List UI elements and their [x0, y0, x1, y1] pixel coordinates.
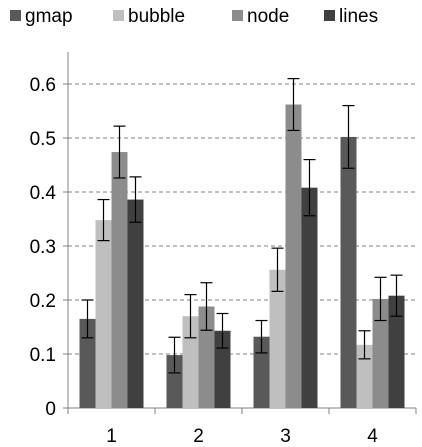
- legend-item-lines: lines: [324, 6, 378, 27]
- bar-bubble-4: [356, 344, 373, 408]
- tick-labels: 0 0.1 0.2 0.3 0.4 0.5 0.6 1 2 3 4: [30, 75, 379, 447]
- error-bar-bubble-1: [97, 198, 110, 242]
- bars: [79, 104, 405, 409]
- legend-swatch: [324, 10, 335, 21]
- error-bar-lines-1: [129, 176, 142, 223]
- legend-label: gmap: [25, 6, 73, 27]
- y-tick-label: 0.5: [30, 129, 56, 150]
- y-tick-label: 0.4: [30, 183, 57, 204]
- error-bar-node-2: [200, 282, 213, 331]
- legend: gmap bubble node lines: [10, 6, 378, 27]
- legend-item-node: node: [232, 6, 289, 27]
- y-tick-label: 0.6: [30, 75, 56, 96]
- error-bar-bubble-3: [271, 247, 284, 292]
- legend-swatch: [113, 10, 124, 21]
- error-bar-bubble-4: [358, 330, 371, 360]
- bar-bubble-2: [182, 316, 199, 408]
- y-tick-label: 0.2: [30, 291, 56, 312]
- error-bar-lines-4: [390, 274, 403, 317]
- bar-gmap-4: [340, 136, 357, 409]
- error-bar-gmap-3: [255, 319, 268, 354]
- x-tick-label: 4: [367, 426, 378, 447]
- legend-item-bubble: bubble: [113, 6, 185, 27]
- bar-gmap-1: [79, 318, 96, 408]
- bar-bubble-1: [95, 220, 112, 408]
- legend-label: bubble: [128, 6, 185, 27]
- error-bar-lines-3: [303, 159, 316, 217]
- legend-swatch: [232, 10, 243, 21]
- bar-bubble-3: [269, 269, 286, 408]
- bar-node-2: [198, 306, 215, 408]
- x-tick-label: 1: [106, 426, 117, 447]
- legend-label: node: [247, 6, 289, 27]
- y-tick-label: 0.1: [30, 345, 56, 366]
- error-bar-gmap-4: [342, 104, 355, 169]
- x-tick-label: 3: [280, 426, 291, 447]
- error-bar-bubble-2: [184, 294, 197, 339]
- bar-gmap-2: [166, 355, 183, 408]
- x-tick-label: 2: [193, 426, 204, 447]
- error-bar-lines-2: [216, 312, 229, 349]
- bar-lines-3: [301, 187, 318, 408]
- error-bar-gmap-2: [168, 336, 181, 374]
- legend-item-gmap: gmap: [10, 6, 73, 27]
- bar-lines-2: [214, 330, 231, 408]
- bar-lines-4: [388, 295, 405, 408]
- bar-gmap-3: [253, 336, 270, 408]
- legend-swatch: [10, 10, 21, 21]
- bar-node-3: [285, 104, 302, 409]
- error-bar-node-4: [374, 276, 387, 322]
- error-bar-node-3: [287, 77, 300, 132]
- legend-label: lines: [339, 6, 378, 27]
- error-bar-gmap-1: [81, 299, 94, 339]
- bar-node-4: [372, 298, 389, 408]
- bar-lines-1: [127, 199, 144, 408]
- bar-node-1: [111, 152, 128, 408]
- y-tick-label: 0.3: [30, 237, 56, 258]
- error-bars: [81, 77, 403, 374]
- y-tick-label: 0: [45, 399, 56, 420]
- error-bar-node-1: [113, 125, 126, 179]
